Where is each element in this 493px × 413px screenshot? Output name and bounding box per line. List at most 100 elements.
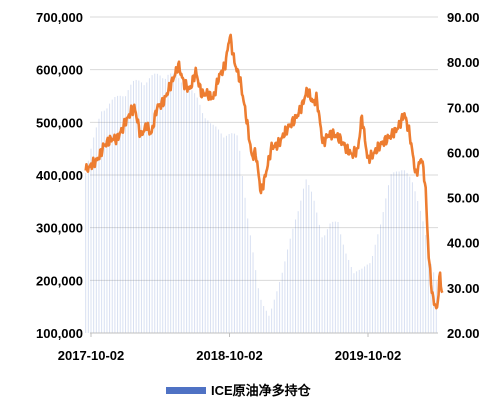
bar-series <box>85 73 437 334</box>
x-axis-tick-label: 2018-10-02 <box>196 348 263 363</box>
left-axis-tick-label: 200,000 <box>36 273 83 288</box>
bar <box>393 172 395 333</box>
bar <box>154 73 156 334</box>
bar <box>364 266 366 333</box>
bar <box>361 268 363 333</box>
bar <box>140 82 142 334</box>
bar <box>308 185 310 333</box>
bar <box>419 210 421 333</box>
bar <box>180 82 182 334</box>
bar <box>318 224 320 333</box>
bar <box>148 78 150 334</box>
bar <box>406 172 408 333</box>
bar <box>199 104 201 333</box>
bar <box>287 249 289 333</box>
bar <box>109 103 111 333</box>
bar <box>172 73 174 334</box>
bar <box>183 88 185 334</box>
bar <box>95 127 97 334</box>
bar <box>372 255 374 333</box>
bar <box>255 270 257 333</box>
bar <box>300 200 302 333</box>
bar <box>395 171 397 333</box>
bar <box>313 200 315 333</box>
right-axis-tick-label: 20.00 <box>447 326 480 341</box>
bar <box>215 126 217 333</box>
bar <box>417 200 419 333</box>
bar <box>271 308 273 333</box>
bar <box>348 259 350 333</box>
legend-label: ICE原油净多持仓 <box>211 383 312 398</box>
bar <box>295 219 297 333</box>
bar <box>289 238 291 333</box>
bar <box>377 234 379 333</box>
right-axis-tick-label: 60.00 <box>447 145 480 160</box>
bar <box>268 315 270 333</box>
x-axis-tick-label: 2017-10-02 <box>58 348 125 363</box>
bar <box>87 160 89 333</box>
right-axis-tick-label: 70.00 <box>447 100 480 115</box>
bar <box>212 124 214 334</box>
bar <box>101 111 103 333</box>
bar <box>329 223 331 333</box>
right-axis-tick-label: 50.00 <box>447 191 480 206</box>
bar <box>358 269 360 333</box>
bar <box>342 244 344 333</box>
bar <box>151 75 153 334</box>
bar <box>265 310 267 333</box>
bar <box>414 191 416 333</box>
bar <box>369 263 371 333</box>
bar <box>146 82 148 333</box>
bar <box>133 80 134 333</box>
bar <box>263 306 265 333</box>
bar <box>85 172 87 333</box>
right-axis-tick-label: 40.00 <box>447 236 480 251</box>
bar <box>93 137 95 333</box>
bar <box>159 75 161 333</box>
right-axis-tick-label: 30.00 <box>447 281 480 296</box>
bar <box>225 135 227 333</box>
bar <box>119 95 121 333</box>
bar <box>345 253 347 333</box>
bar <box>249 235 251 333</box>
bar <box>305 179 307 333</box>
bar <box>380 224 382 333</box>
bar <box>276 291 278 333</box>
bar <box>241 176 243 333</box>
bar <box>236 135 238 333</box>
bar <box>162 78 164 333</box>
bar <box>111 99 113 334</box>
right-axis-ticks: 20.00 30.00 40.00 50.00 60.00 70.00 80.00 90.00 <box>447 10 480 341</box>
bar <box>387 185 389 333</box>
bar <box>218 129 219 333</box>
bar <box>143 85 145 333</box>
bar <box>340 234 342 333</box>
left-axis-tick-label: 500,000 <box>36 115 83 130</box>
bar <box>284 261 286 333</box>
bar <box>353 273 355 333</box>
bar <box>411 182 413 333</box>
bar <box>186 88 188 333</box>
bar <box>114 97 116 333</box>
bar <box>204 118 206 333</box>
bar <box>337 222 339 333</box>
bar <box>260 299 262 333</box>
bar <box>196 97 198 333</box>
bar <box>220 133 222 333</box>
bar <box>106 108 108 333</box>
legend-swatch <box>166 387 206 394</box>
bar <box>430 263 432 333</box>
bar <box>191 90 193 333</box>
bar <box>385 198 387 333</box>
right-axis-tick-label: 80.00 <box>447 55 480 70</box>
bar <box>398 171 400 333</box>
x-axis-ticks: 2017-10-02 2018-10-02 2019-10-02 <box>58 332 438 363</box>
bar <box>188 88 190 333</box>
bar <box>135 79 137 333</box>
bar <box>279 281 281 333</box>
x-axis-tick-label: 2019-10-02 <box>335 348 402 363</box>
bar <box>382 212 384 333</box>
bar <box>422 221 424 333</box>
bar <box>409 176 411 333</box>
